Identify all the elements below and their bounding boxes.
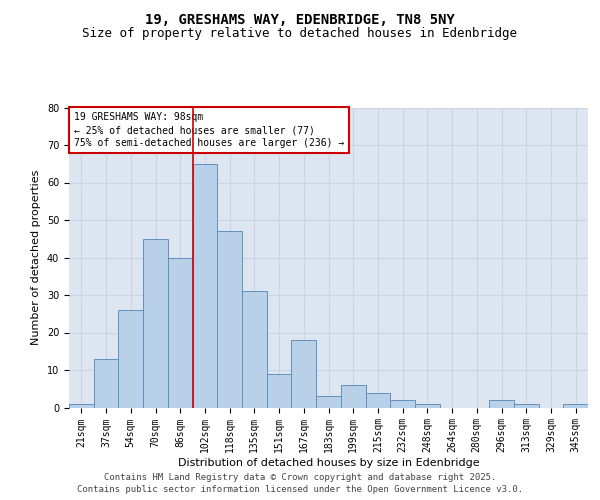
Text: 19, GRESHAMS WAY, EDENBRIDGE, TN8 5NY: 19, GRESHAMS WAY, EDENBRIDGE, TN8 5NY [145, 12, 455, 26]
Bar [168, 258, 193, 408]
Bar [514, 404, 539, 407]
Bar [563, 404, 588, 407]
Bar [292, 340, 316, 407]
Bar [390, 400, 415, 407]
Bar [489, 400, 514, 407]
Bar [217, 231, 242, 408]
X-axis label: Distribution of detached houses by size in Edenbridge: Distribution of detached houses by size … [178, 458, 479, 468]
Bar [341, 385, 365, 407]
Bar [365, 392, 390, 407]
Bar [69, 404, 94, 407]
Y-axis label: Number of detached properties: Number of detached properties [31, 170, 41, 345]
Bar [316, 396, 341, 407]
Bar [143, 239, 168, 408]
Bar [118, 310, 143, 408]
Bar [242, 291, 267, 408]
Bar [94, 359, 118, 408]
Text: 19 GRESHAMS WAY: 98sqm
← 25% of detached houses are smaller (77)
75% of semi-det: 19 GRESHAMS WAY: 98sqm ← 25% of detached… [74, 112, 344, 148]
Bar [267, 374, 292, 408]
Bar [193, 164, 217, 408]
Text: Size of property relative to detached houses in Edenbridge: Size of property relative to detached ho… [83, 28, 517, 40]
Text: Contains HM Land Registry data © Crown copyright and database right 2025.
Contai: Contains HM Land Registry data © Crown c… [77, 473, 523, 494]
Bar [415, 404, 440, 407]
